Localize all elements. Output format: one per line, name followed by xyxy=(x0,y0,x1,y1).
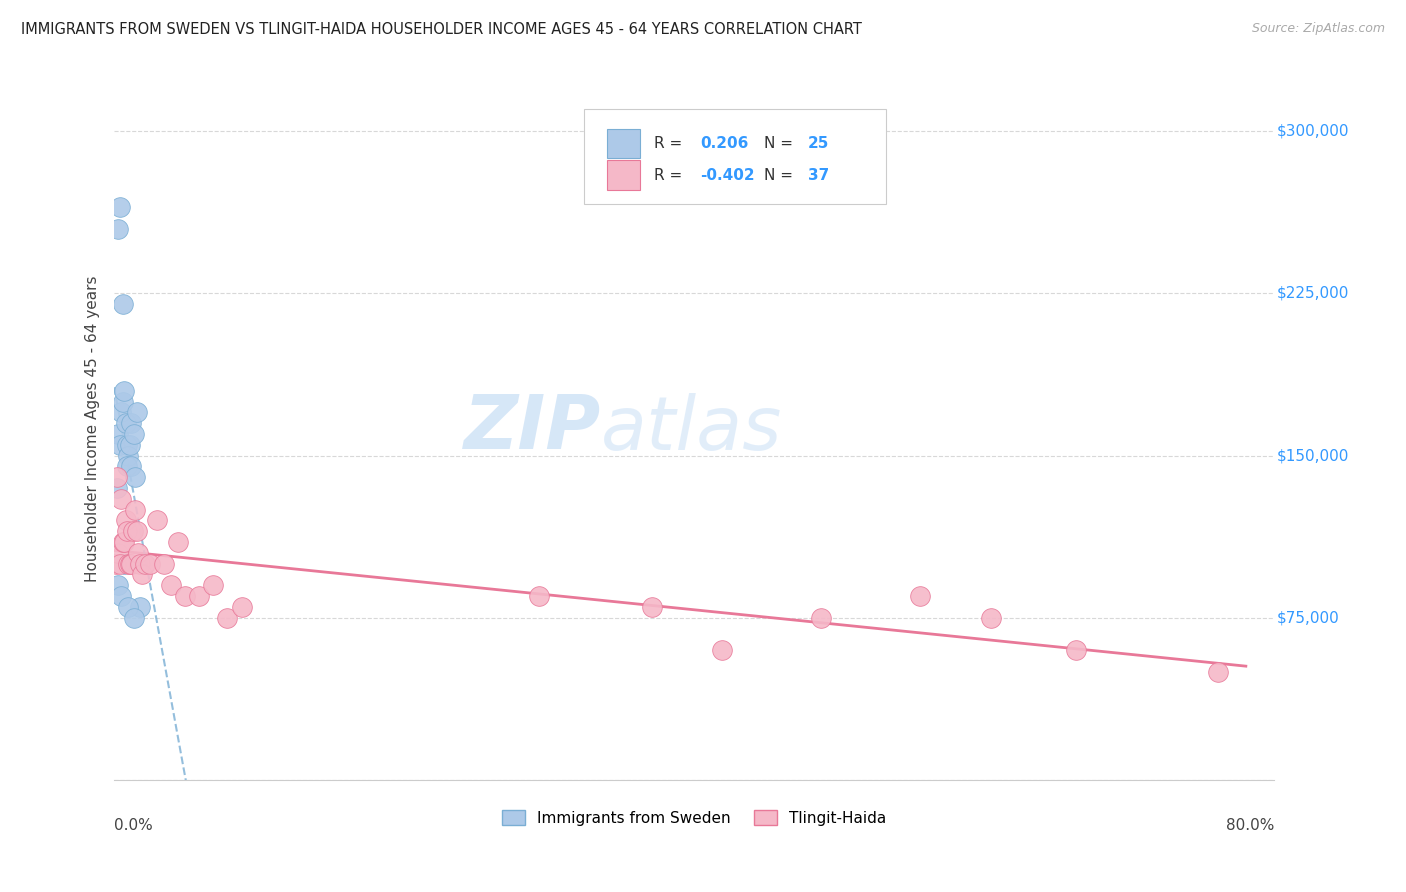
Point xyxy=(114,416,136,430)
Point xyxy=(115,438,138,452)
Text: IMMIGRANTS FROM SWEDEN VS TLINGIT-HAIDA HOUSEHOLDER INCOME AGES 45 - 64 YEARS CO: IMMIGRANTS FROM SWEDEN VS TLINGIT-HAIDA … xyxy=(21,22,862,37)
Point xyxy=(105,470,128,484)
Point xyxy=(112,535,135,549)
Point xyxy=(138,557,160,571)
Point xyxy=(114,513,136,527)
Point xyxy=(117,557,139,571)
Point xyxy=(174,589,197,603)
Text: ZIP: ZIP xyxy=(464,392,602,465)
Point xyxy=(1206,665,1229,679)
Point xyxy=(125,524,148,538)
Point xyxy=(910,589,932,603)
Point xyxy=(127,546,149,560)
Point xyxy=(125,405,148,419)
Text: R =: R = xyxy=(654,168,686,183)
Point xyxy=(124,470,146,484)
Point xyxy=(711,643,734,657)
Point xyxy=(108,200,131,214)
Point xyxy=(122,426,145,441)
Point xyxy=(120,459,142,474)
FancyBboxPatch shape xyxy=(583,109,886,204)
Point xyxy=(112,384,135,398)
Point xyxy=(107,221,129,235)
Point xyxy=(110,589,132,603)
Point xyxy=(111,394,134,409)
Point xyxy=(122,610,145,624)
Point xyxy=(118,438,141,452)
Point xyxy=(108,557,131,571)
Point xyxy=(217,610,239,624)
Point xyxy=(128,557,150,571)
Point xyxy=(980,610,1002,624)
Text: $150,000: $150,000 xyxy=(1277,448,1348,463)
Point xyxy=(202,578,225,592)
Text: R =: R = xyxy=(654,136,686,151)
Point xyxy=(231,599,253,614)
Point xyxy=(128,599,150,614)
Point xyxy=(166,535,188,549)
Point xyxy=(115,524,138,538)
Point xyxy=(134,557,156,571)
Point xyxy=(145,513,167,527)
Text: -0.402: -0.402 xyxy=(700,168,755,183)
Text: 0.0%: 0.0% xyxy=(114,818,153,833)
Legend: Immigrants from Sweden, Tlingit-Haida: Immigrants from Sweden, Tlingit-Haida xyxy=(496,804,893,831)
Point xyxy=(110,405,132,419)
Point xyxy=(115,459,138,474)
Text: 37: 37 xyxy=(808,168,830,183)
Point xyxy=(108,438,131,452)
Text: $225,000: $225,000 xyxy=(1277,286,1348,301)
Text: N =: N = xyxy=(763,136,797,151)
Text: N =: N = xyxy=(763,168,797,183)
Point xyxy=(105,481,128,495)
Point xyxy=(117,449,139,463)
Point xyxy=(152,557,174,571)
Point xyxy=(641,599,664,614)
Point xyxy=(118,557,141,571)
Point xyxy=(131,567,153,582)
Point xyxy=(117,599,139,614)
Text: atlas: atlas xyxy=(602,392,783,465)
Point xyxy=(810,610,832,624)
Point xyxy=(120,557,142,571)
Point xyxy=(112,557,135,571)
Point xyxy=(124,502,146,516)
Point xyxy=(107,578,129,592)
Point xyxy=(107,426,129,441)
Point xyxy=(159,578,181,592)
Point xyxy=(1064,643,1087,657)
FancyBboxPatch shape xyxy=(607,161,640,190)
Text: 0.206: 0.206 xyxy=(700,136,748,151)
FancyBboxPatch shape xyxy=(607,128,640,158)
Point xyxy=(121,524,143,538)
Point xyxy=(107,546,129,560)
Text: $75,000: $75,000 xyxy=(1277,610,1339,625)
Text: $300,000: $300,000 xyxy=(1277,124,1348,139)
Point xyxy=(104,557,127,571)
Point xyxy=(188,589,211,603)
Point xyxy=(120,416,142,430)
Point xyxy=(111,535,134,549)
Point xyxy=(527,589,550,603)
Point xyxy=(111,297,134,311)
Text: Source: ZipAtlas.com: Source: ZipAtlas.com xyxy=(1251,22,1385,36)
Y-axis label: Householder Income Ages 45 - 64 years: Householder Income Ages 45 - 64 years xyxy=(86,276,100,582)
Text: 80.0%: 80.0% xyxy=(1226,818,1274,833)
Point xyxy=(110,491,132,506)
Text: 25: 25 xyxy=(808,136,830,151)
